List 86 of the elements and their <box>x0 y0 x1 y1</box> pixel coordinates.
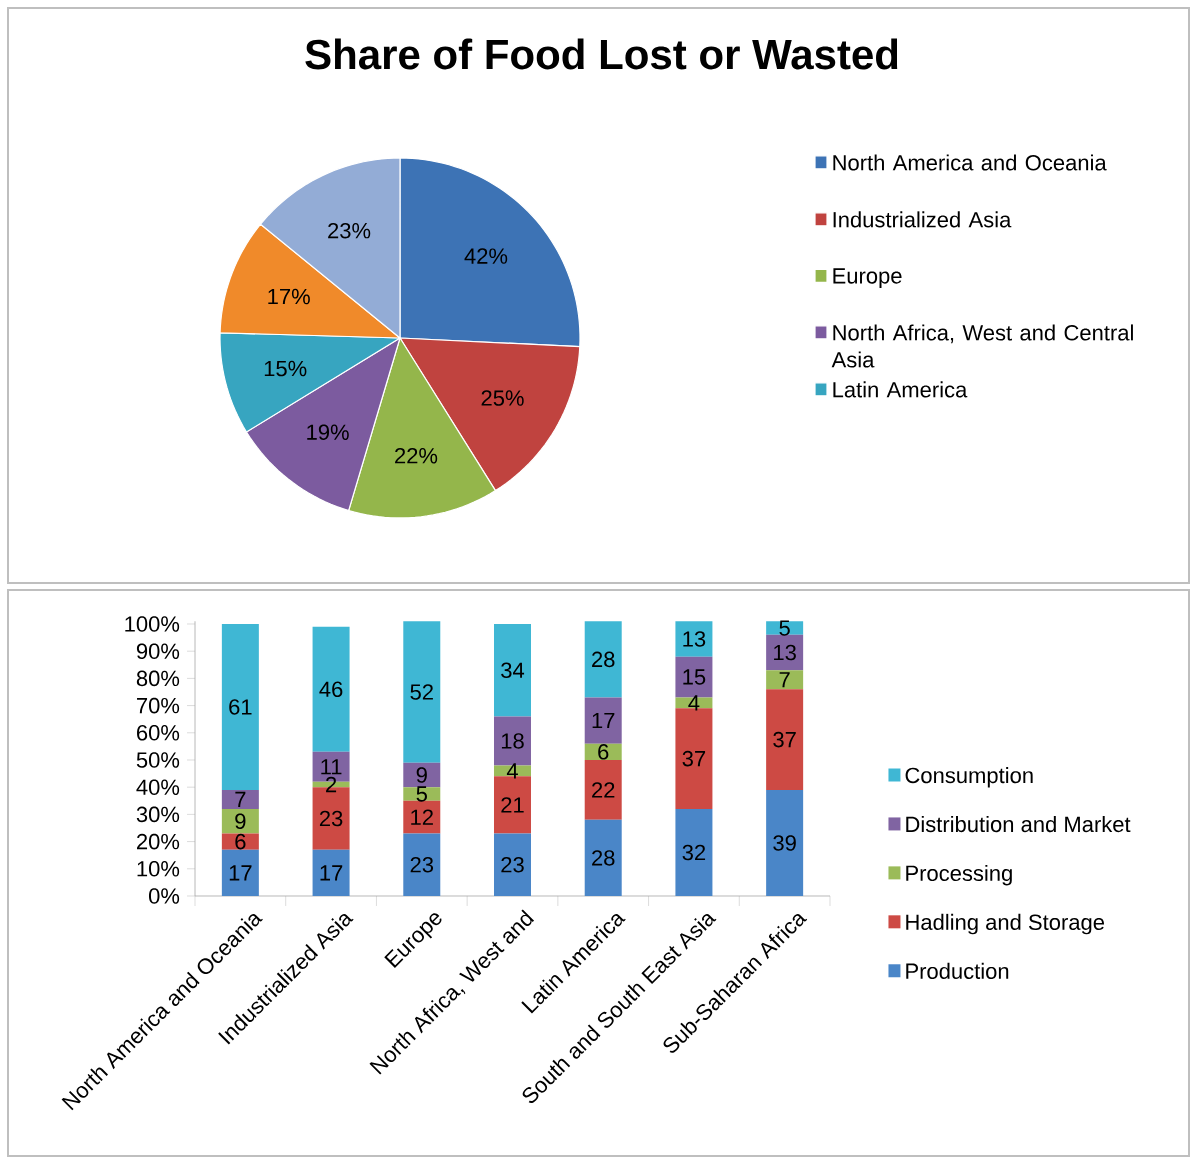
data-label: 23% <box>328 222 371 239</box>
data-label: 7 <box>779 672 790 688</box>
data-label: 46 <box>319 681 343 698</box>
data-label: 17 <box>592 712 615 729</box>
data-label: 37 <box>773 731 796 748</box>
data-label: 6 <box>598 744 609 760</box>
bar <box>221 789 259 809</box>
legend-label: Europe <box>833 268 902 288</box>
data-label: 13 <box>774 644 796 661</box>
data-label: 22% <box>395 447 438 464</box>
data-label: 28 <box>592 651 615 668</box>
data-label: 6 <box>235 833 246 850</box>
y-tick-label: 40% <box>136 779 180 795</box>
y-tick-label: 70% <box>137 697 180 714</box>
data-label: 12 <box>411 809 433 825</box>
legend-label: Processing <box>906 864 1012 886</box>
data-label: 37 <box>682 750 706 767</box>
data-label: 42% <box>464 248 508 264</box>
legend-label: North America and Oceania <box>833 154 1107 171</box>
y-tick-label: 80% <box>136 670 180 687</box>
data-label: 61 <box>229 699 252 715</box>
y-tick-label: 90% <box>136 643 180 659</box>
bar <box>494 623 531 717</box>
data-label: 13 <box>683 631 706 647</box>
bar <box>584 759 622 820</box>
bar <box>221 833 259 850</box>
data-label: 34 <box>501 662 525 679</box>
bar <box>766 621 804 635</box>
data-label: 15% <box>264 360 307 377</box>
data-label: 4 <box>506 763 518 779</box>
data-label: 19% <box>307 424 349 440</box>
bar <box>766 670 804 690</box>
bar <box>403 621 441 763</box>
legend-label: Latin America <box>833 381 968 398</box>
legend-label: North Africa, West and Central Asia <box>831 324 1133 368</box>
bar <box>584 697 622 744</box>
data-label: 22 <box>592 782 615 798</box>
bar <box>312 626 350 752</box>
data-label: 39 <box>773 835 796 851</box>
data-label: 17 <box>320 865 343 881</box>
bar <box>403 787 441 801</box>
y-tick-label: 100% <box>125 616 180 632</box>
data-label: 18 <box>501 733 524 749</box>
bar <box>312 849 350 896</box>
data-label: 4 <box>688 695 700 711</box>
data-label: 52 <box>410 684 433 700</box>
data-label: 23 <box>410 856 434 873</box>
chart-title: Share of Food Lost or Wasted <box>305 38 898 70</box>
y-tick-label: 20% <box>137 833 180 850</box>
y-tick-label: 60% <box>137 725 180 741</box>
data-label: 5 <box>416 786 427 802</box>
data-label: 32 <box>682 844 706 861</box>
legend-label: Hadling and Storage <box>906 913 1105 935</box>
bar <box>221 623 259 790</box>
bar <box>766 689 804 790</box>
data-label: 23 <box>501 856 524 873</box>
data-label: 17% <box>268 288 310 305</box>
legend-label: Production <box>906 962 1009 979</box>
bar <box>766 789 804 896</box>
data-label: 21 <box>501 797 524 813</box>
bar <box>584 819 622 896</box>
y-tick-label: 30% <box>136 806 180 823</box>
legend-label: Industrialized Asia <box>833 211 1012 228</box>
bar <box>221 808 259 834</box>
y-tick-label: 10% <box>137 861 180 877</box>
legend-label: Distribution and Market <box>906 815 1131 833</box>
data-label: 5 <box>779 620 790 636</box>
data-label: 23 <box>319 810 343 827</box>
y-tick-label: 0% <box>148 888 180 904</box>
bar <box>584 621 622 698</box>
data-label: 11 <box>321 759 342 775</box>
bar <box>494 833 531 896</box>
data-label: 9 <box>235 813 246 829</box>
data-label: 15 <box>683 669 706 685</box>
data-label: 17 <box>229 865 252 881</box>
data-label: 25% <box>481 390 524 406</box>
y-tick-label: 50% <box>136 752 180 768</box>
bar <box>221 849 259 896</box>
bar <box>403 833 441 896</box>
data-label: 7 <box>235 791 246 807</box>
data-label: 28 <box>592 850 615 866</box>
data-label: 9 <box>416 767 427 783</box>
bar <box>766 634 804 671</box>
bar <box>675 808 713 896</box>
legend-label: Consumption <box>905 767 1033 788</box>
bar <box>675 621 713 657</box>
